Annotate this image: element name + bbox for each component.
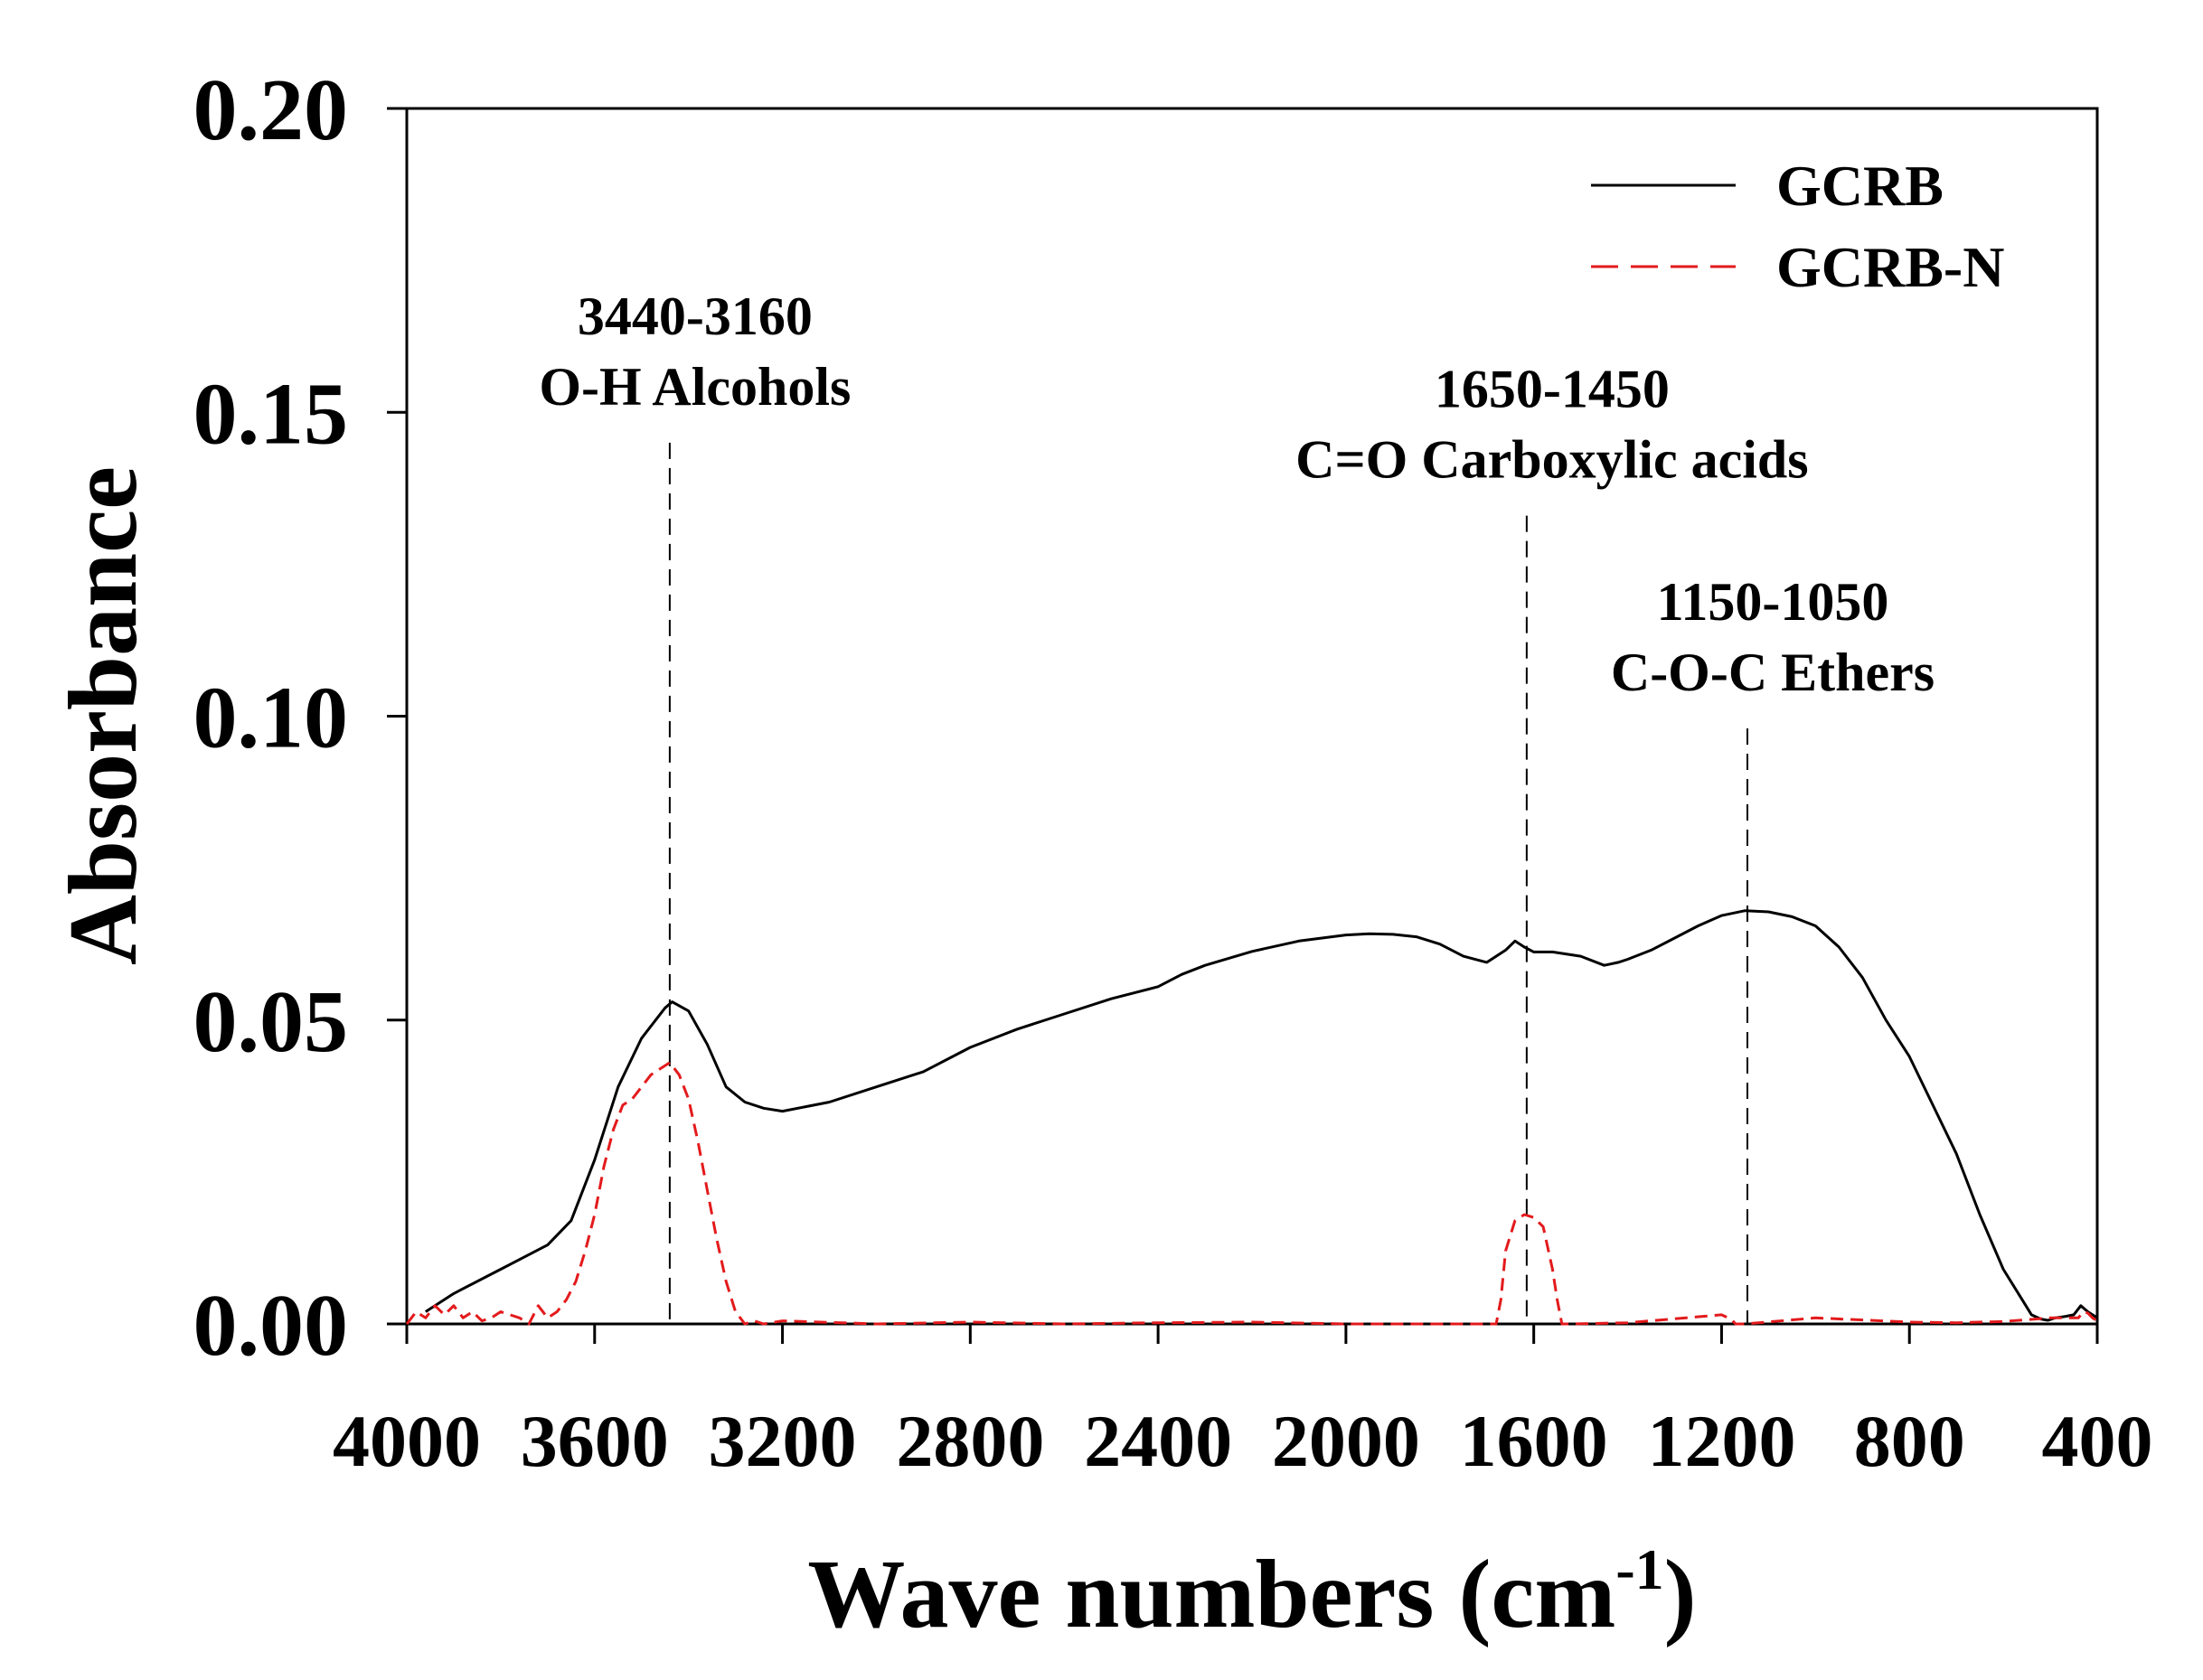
- y-tick-label: 0.05: [193, 973, 349, 1071]
- series-line-gcrb: [424, 909, 2098, 1322]
- x-tick-label: 4000: [333, 1400, 481, 1482]
- x-tick-label: 800: [1854, 1400, 1965, 1482]
- x-tick-label: 3600: [521, 1400, 669, 1482]
- annotation-label: O-H Alcohols: [539, 357, 851, 417]
- legend-label: GCRB: [1776, 154, 1944, 218]
- y-tick-label: 0.15: [193, 365, 349, 463]
- x-axis-title: Wave numbers (cm-1): [807, 1537, 1696, 1648]
- y-tick-label: 0.20: [193, 61, 349, 159]
- peak-annotations: 3440-3160 O-H Alcohols 1650-1450 C=O Carbox…: [539, 286, 1935, 1324]
- x-axis-title-superscript: -1: [1615, 1537, 1663, 1601]
- annotation-range: 1650-1450: [1435, 360, 1670, 419]
- annotation-label: C=O Carboxylic acids: [1295, 430, 1809, 490]
- x-tick-label: 2800: [896, 1400, 1044, 1482]
- y-tick-label: 0.00: [193, 1277, 349, 1375]
- x-axis-title-close: ): [1664, 1541, 1697, 1648]
- x-tick-label: 1600: [1460, 1400, 1608, 1482]
- annotation-label: C-O-C Ethers: [1611, 643, 1935, 702]
- y-tick-label: 0.10: [193, 670, 349, 767]
- x-axis-title-main: Wave numbers (cm: [807, 1541, 1615, 1648]
- y-axis: 0.00 0.05 0.10 0.15 0.20: [193, 61, 407, 1375]
- legend-label: GCRB-N: [1776, 235, 2004, 299]
- x-tick-label: 400: [2042, 1400, 2153, 1482]
- x-tick-label: 1200: [1647, 1400, 1795, 1482]
- x-axis: 4000 3600 3200 2800 2400 2000 1600 1200 800 400: [333, 1324, 2153, 1482]
- annotation-range: 1150-1050: [1657, 572, 1889, 632]
- x-tick-label: 2000: [1272, 1400, 1420, 1482]
- x-tick-label: 2400: [1084, 1400, 1232, 1482]
- annotation-range: 3440-3160: [578, 286, 813, 346]
- x-tick-label: 3200: [709, 1400, 857, 1482]
- data-series: [405, 909, 2098, 1326]
- legend: GCRB GCRB-N: [1591, 154, 2004, 299]
- series-line-gcrb-n: [405, 1061, 2098, 1326]
- y-axis-title: Absorbance: [50, 466, 157, 965]
